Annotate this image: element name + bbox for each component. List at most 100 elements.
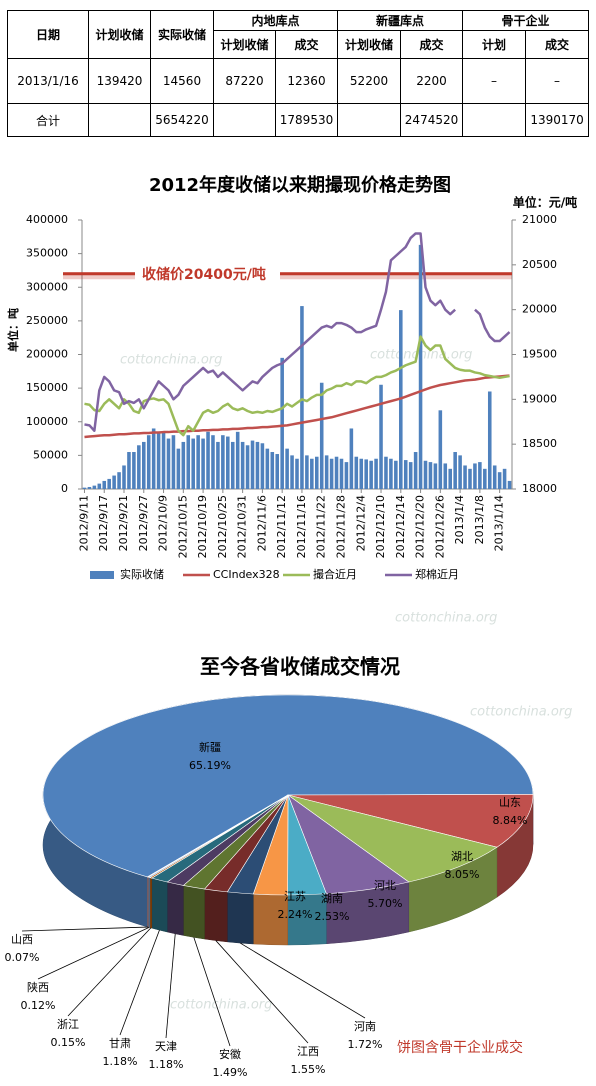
bar: [201, 438, 205, 489]
bar: [186, 435, 191, 489]
bar: [240, 441, 245, 489]
bar: [448, 468, 452, 489]
pie-value-label: 0.12%: [21, 999, 56, 1012]
leader-line: [21, 926, 148, 932]
table-cell: 52200: [337, 58, 402, 104]
pie-value-label: 1.55%: [291, 1063, 326, 1076]
pie-label: 湖北: [451, 850, 473, 863]
bar: [389, 458, 393, 489]
pie-label: 江西: [297, 1045, 319, 1058]
x-tick-label: 2012/11/6: [255, 495, 268, 551]
header-cell: 计划: [462, 30, 527, 59]
bar: [329, 458, 334, 489]
bar: [473, 463, 477, 489]
pie-value-label: 0.15%: [51, 1036, 86, 1049]
bar: [413, 452, 418, 489]
bar: [166, 438, 171, 489]
x-tick-label: 2012/12/14: [394, 495, 407, 558]
pie-slice-side: [227, 891, 254, 945]
bar: [226, 436, 230, 489]
y2-tick-label: 18500: [522, 437, 557, 450]
table-cell: 2200: [400, 58, 464, 104]
header-cell: 成交: [525, 30, 590, 59]
pie-label: 河南: [354, 1020, 376, 1033]
y2-tick-label: 21000: [522, 213, 557, 226]
watermark: cottonchina.org: [470, 705, 572, 720]
x-tick-label: 2012/9/21: [117, 495, 130, 551]
bar: [310, 458, 314, 489]
bar: [334, 456, 339, 489]
pie-slice-side: [151, 877, 168, 933]
pie-label: 山东: [499, 796, 521, 809]
header-cell: 实际收储: [150, 10, 214, 59]
leader-line: [193, 937, 231, 1047]
x-tick-label: 2012/12/26: [433, 495, 446, 558]
bar: [374, 458, 378, 489]
x-tick-label: 2013/1/4: [453, 495, 466, 544]
x-tick-label: 2012/11/12: [275, 495, 288, 558]
x-tick-label: 2013/1/8: [473, 495, 486, 544]
bar: [339, 458, 344, 489]
table-row: 2013/1/16 139420 14560 87220 12360 52200 2200–…: [7, 58, 590, 104]
bar: [280, 357, 284, 489]
bar: [428, 462, 433, 489]
bar: [146, 435, 151, 489]
pie-value-label: 8.84%: [493, 814, 528, 827]
chart-title: 2012年度收储以来期撮现价格走势图: [149, 174, 451, 196]
leader-line: [67, 927, 152, 1017]
table-cell: 12360: [274, 58, 339, 104]
table-cell: –: [462, 58, 527, 104]
pie-slice-side: [167, 881, 184, 936]
pie-label: 陕西: [27, 980, 49, 994]
leader-line: [215, 940, 309, 1044]
bar: [230, 441, 235, 489]
table-cell: 合计: [7, 103, 89, 137]
bar: [82, 487, 87, 489]
pie-value-label: 65.19%: [189, 759, 231, 772]
table-cell: 2474520: [400, 103, 464, 137]
header-row: 日期 计划收储 实际收储 内地库点 新疆库点 骨干企业: [7, 10, 590, 59]
y-tick-label: 350000: [26, 247, 68, 260]
bar: [221, 435, 225, 489]
pie-layer: [42, 694, 534, 896]
pie-slice: [287, 794, 534, 848]
data-table: 日期 计划收储 实际收储 内地库点 新疆库点 骨干企业 计划收储 成交 计划收储…: [7, 10, 590, 137]
line-series: [84, 335, 510, 437]
pie-value-label: 5.70%: [368, 897, 403, 910]
y2-tick-label: 19000: [522, 392, 557, 405]
bar: [122, 465, 126, 489]
bar: [176, 448, 181, 489]
pie-label: 湖南: [321, 892, 343, 905]
bar: [497, 472, 502, 489]
x-tick-label: 2012/11/28: [334, 495, 347, 558]
pie-value-label: 1.18%: [103, 1055, 138, 1068]
bar: [127, 452, 131, 489]
bar: [151, 428, 156, 489]
header-cell: 计划收储: [88, 10, 151, 59]
header-cell: 新疆库点: [337, 10, 464, 31]
legend-label: CCIndex328: [213, 568, 280, 581]
y-tick-label: 150000: [26, 381, 68, 394]
header-cell: 骨干企业: [462, 10, 590, 31]
bar: [507, 480, 512, 489]
bar: [463, 465, 467, 489]
x-tick-label: 2012/12/10: [374, 495, 387, 558]
table-row: 合计 5654220 1789530 2474520 1390170: [7, 103, 590, 137]
bar: [369, 460, 373, 489]
pie-label: 安徽: [219, 1047, 241, 1061]
bar: [270, 452, 275, 489]
bar: [196, 435, 200, 489]
bar: [384, 456, 388, 489]
bar: [354, 456, 359, 489]
y2-tick-label: 19500: [522, 348, 557, 361]
x-tick-label: 2012/9/27: [137, 495, 150, 551]
bar: [102, 480, 107, 489]
table-cell: [88, 103, 151, 137]
watermark: cottonchina.org: [395, 611, 497, 626]
y-tick-label: 200000: [26, 348, 68, 361]
bar: [458, 455, 462, 489]
header-cell: 计划收储: [213, 30, 276, 59]
x-tick-label: 2012/10/19: [196, 495, 209, 558]
leader-line: [119, 929, 160, 1036]
